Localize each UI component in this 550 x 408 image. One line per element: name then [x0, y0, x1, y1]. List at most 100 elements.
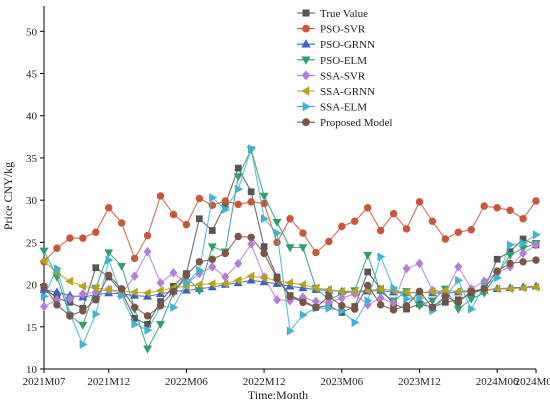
legend-marker [302, 118, 310, 127]
ssa-elm-point [222, 204, 231, 214]
pso-elm-point [505, 251, 515, 260]
ssa-svr-point [454, 262, 463, 272]
legend-label: SSA-GRNN [320, 86, 375, 98]
y-axis-ticks: 10 15 20 25 30 35 40 45 50 [26, 26, 44, 376]
ssa-svr-point [208, 262, 217, 272]
y-tick-label: 45 [26, 69, 38, 81]
ssa-grnn-point [298, 280, 307, 290]
pso-elm-point [207, 243, 217, 252]
true-value-point [247, 188, 255, 196]
proposed-model-point [312, 303, 320, 312]
ssa-elm-point [118, 291, 127, 301]
ssa-grnn-point [142, 288, 151, 298]
ssa-elm-point [105, 255, 114, 265]
proposed-model-point [156, 301, 165, 310]
pso-svr-point [92, 228, 100, 236]
pso-svr-point [221, 197, 229, 205]
proposed-model-point [208, 255, 217, 263]
x-tick-label: 2024M06 [476, 376, 519, 388]
proposed-model-point [428, 303, 437, 312]
x-axis-ticks: 2021M07 2021M12 2022M06 2022M12 2023M06 2023M… [23, 369, 550, 388]
pso-elm-point [259, 192, 269, 201]
y-tick-label: 35 [26, 153, 38, 165]
pso-svr-point [363, 204, 372, 212]
pso-elm-point [194, 287, 204, 296]
ssa-grnn-point [324, 285, 333, 295]
pso-svr-point [441, 235, 450, 243]
ssa-elm-point [53, 264, 62, 274]
ssa-grnn-point [375, 284, 384, 294]
pso-svr-point [428, 217, 437, 225]
true-value-point [493, 255, 501, 263]
pso-svr-point [493, 204, 501, 212]
proposed-model-point [519, 258, 527, 266]
proposed-model-point [299, 298, 307, 307]
ssa-grnn-point [505, 284, 514, 294]
ssa-grnn-point [39, 256, 48, 266]
proposed-model-point [130, 303, 139, 312]
ssa-elm-point [377, 252, 386, 262]
x-tick-label: 2023M12 [398, 376, 441, 388]
legend-marker [302, 9, 310, 17]
proposed-model-point [117, 285, 126, 293]
ssa-grnn-point [259, 273, 268, 283]
ssa-elm-point [286, 326, 295, 336]
pso-elm-point [156, 321, 165, 330]
proposed-model-point [234, 232, 242, 241]
ssa-grnn-point [531, 282, 540, 292]
ssa-elm-point [455, 275, 464, 285]
ssa-elm-point [209, 193, 218, 203]
ssa-grnn-point [129, 287, 138, 297]
ssa-svr-point [130, 271, 139, 281]
proposed-model-point [286, 292, 294, 301]
pso-elm-point [104, 249, 114, 258]
pso-svr-point [389, 209, 398, 218]
true-value-point [234, 164, 242, 172]
legend-label: PSO-GRNN [320, 39, 375, 51]
proposed-model-point [325, 292, 333, 301]
legend-label: True Value [320, 8, 368, 20]
ssa-grnn-point [194, 280, 203, 290]
y-tick-label: 50 [26, 26, 38, 38]
pso-elm-point [414, 302, 424, 311]
y-tick-label: 20 [26, 280, 38, 292]
pso-elm-point [427, 297, 437, 306]
ssa-elm-point [351, 318, 360, 328]
ssa-grnn-point [427, 286, 436, 296]
y-tick-label: 25 [26, 237, 38, 249]
legend-label: SSA-ELM [320, 102, 367, 114]
ssa-grnn-point [220, 279, 229, 289]
ssa-grnn-point [337, 286, 345, 296]
ssa-svr-point [234, 258, 243, 269]
x-tick-label: 2024M09 [515, 376, 550, 388]
y-tick-label: 15 [26, 322, 38, 334]
proposed-model-point [247, 233, 255, 242]
legend-label: Proposed Model [320, 117, 392, 129]
pso-svr-point [532, 197, 540, 205]
ssa-svr-point [78, 289, 87, 299]
pso-svr-point [299, 229, 307, 237]
ssa-elm-point [183, 278, 192, 288]
proposed-model-point [182, 271, 191, 280]
legend-item-pso-svr: PSO-SVR [297, 24, 366, 36]
legend: True Value PSO-SVR PSO-GRNN PSO-ELM SSA-SVR S… [297, 8, 392, 129]
legend-item-ssa-svr: SSA-SVR [297, 70, 366, 82]
pso-svr-point [415, 198, 424, 206]
legend-label: PSO-SVR [320, 24, 366, 36]
ssa-grnn-point [349, 286, 358, 296]
x-tick-label: 2023M06 [320, 376, 363, 388]
ssa-svr-point [65, 294, 74, 304]
legend-marker [302, 24, 310, 33]
pso-svr-point [234, 200, 242, 209]
ssa-grnn-point [207, 279, 216, 289]
ssa-svr-point [415, 258, 424, 269]
pso-svr-point [286, 215, 294, 223]
legend-marker [301, 70, 311, 81]
true-value-point [196, 215, 203, 223]
ssa-elm-point [390, 283, 399, 293]
proposed-model-point [169, 287, 178, 296]
ssa-grnn-point [518, 283, 527, 293]
proposed-model-point [53, 301, 61, 309]
proposed-model-point [441, 292, 450, 301]
proposed-model-point [493, 267, 501, 275]
